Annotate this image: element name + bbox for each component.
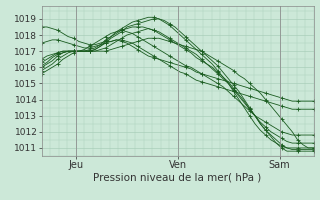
X-axis label: Pression niveau de la mer( hPa ): Pression niveau de la mer( hPa ): [93, 173, 262, 183]
